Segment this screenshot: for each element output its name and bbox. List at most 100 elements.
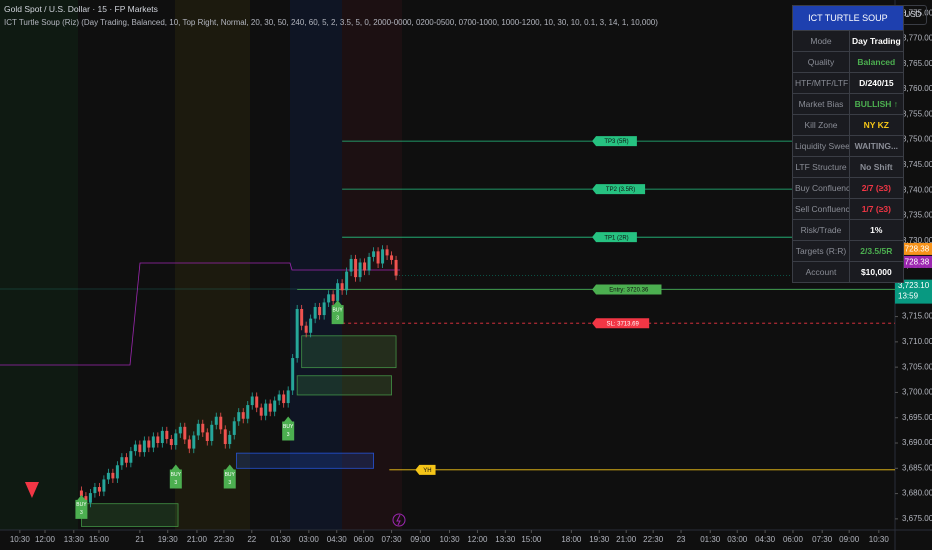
candle-body xyxy=(345,271,349,291)
candle-body xyxy=(246,405,250,419)
x-tick-label: 21:00 xyxy=(616,535,637,544)
candle-body xyxy=(327,294,331,303)
buy-signal xyxy=(331,300,344,325)
last-price-tag xyxy=(895,279,932,304)
candle-body xyxy=(268,403,272,412)
session-shade xyxy=(290,0,342,530)
symbol-title: Gold Spot / U.S. Dollar · 15 · FP Market… xyxy=(4,4,158,14)
table-row: Targets (R:R) 2/3.5/5R xyxy=(792,240,904,262)
candle-body xyxy=(147,440,151,448)
candle-body xyxy=(160,430,164,444)
buy-signal-label: BUY xyxy=(225,472,236,478)
level-label: TP1 (2R) xyxy=(604,235,628,241)
x-tick-label: 21 xyxy=(135,535,144,544)
candle-body xyxy=(201,423,205,433)
zone xyxy=(301,335,397,369)
x-tick-label: 06:00 xyxy=(354,535,375,544)
buy-signal-count: 3 xyxy=(287,432,290,438)
x-tick-label: 15:00 xyxy=(89,535,110,544)
y-tick-label: 3,740.00 xyxy=(902,185,932,194)
table-key: Risk/Trade xyxy=(792,219,850,241)
table-key: Market Bias xyxy=(792,93,850,115)
table-value: Balanced xyxy=(849,51,904,73)
x-tick-label: 18:00 xyxy=(561,535,582,544)
session-shade xyxy=(0,0,78,530)
x-tick-label: 10:30 xyxy=(869,535,890,544)
table-key: Buy Confluence xyxy=(792,177,850,199)
candle-body xyxy=(210,424,214,441)
candle-body xyxy=(277,394,281,401)
candle-body xyxy=(84,496,88,503)
price-tag xyxy=(895,242,932,255)
table-row: Market Bias BULLISH ↑ xyxy=(792,93,904,115)
y-tick-label: 3,735.00 xyxy=(902,211,932,220)
y-tick-label: 3,755.00 xyxy=(902,109,932,118)
table-value: No Shift xyxy=(849,156,904,178)
x-tick-label: 13:30 xyxy=(64,535,85,544)
level-tag xyxy=(592,136,637,147)
candle-body xyxy=(165,430,169,439)
candle-body xyxy=(300,308,304,326)
table-row: Quality Balanced xyxy=(792,51,904,73)
candle-body xyxy=(151,436,155,448)
y-tick-label: 3,760.00 xyxy=(902,84,932,93)
table-key: Targets (R:R) xyxy=(792,240,850,262)
zone xyxy=(296,375,392,396)
y-tick-label: 3,770.00 xyxy=(902,34,932,43)
x-tick-label: 03:00 xyxy=(727,535,748,544)
level-tag xyxy=(592,318,650,329)
candle-body xyxy=(97,487,101,492)
table-key: LTF Structure xyxy=(792,156,850,178)
candle-body xyxy=(264,403,268,416)
table-value: 1/7 (≥3) xyxy=(849,198,904,220)
session-shade xyxy=(175,0,250,530)
level-tag xyxy=(592,184,646,195)
candle-body xyxy=(390,255,394,260)
y-tick-label: 3,775.00 xyxy=(902,8,932,17)
candle-body xyxy=(223,429,227,445)
table-key: Kill Zone xyxy=(792,114,850,136)
table-row: Kill Zone NY KZ xyxy=(792,114,904,136)
candle-body xyxy=(219,416,223,430)
buy-signal-label: BUY xyxy=(332,307,343,313)
candle-body xyxy=(385,249,389,256)
candle-body xyxy=(250,396,254,406)
candle-body xyxy=(192,435,196,449)
candle-body xyxy=(363,262,367,271)
table-value: 1% xyxy=(849,219,904,241)
buy-signal-label: BUY xyxy=(76,502,87,508)
x-tick-label: 07:30 xyxy=(382,535,403,544)
buy-signal-label: BUY xyxy=(283,424,294,430)
candle-body xyxy=(336,283,340,301)
candle-body xyxy=(259,407,263,416)
buy-signal-count: 3 xyxy=(174,480,177,486)
candle-body xyxy=(273,400,277,412)
table-row: HTF/MTF/LTF D/240/15 xyxy=(792,72,904,94)
candle-body xyxy=(129,451,133,463)
candle-body xyxy=(376,251,380,264)
event-icon[interactable] xyxy=(392,513,406,527)
table-row: Liquidity Sweep WAITING... xyxy=(792,135,904,157)
candle-body xyxy=(106,472,110,480)
x-tick-label: 22:30 xyxy=(214,535,235,544)
y-tick-label: 3,700.00 xyxy=(902,388,932,397)
candle-body xyxy=(187,439,191,449)
candle-body xyxy=(93,487,97,494)
x-tick-label: 15:00 xyxy=(521,535,542,544)
candle-body xyxy=(282,394,286,404)
y-tick-label: 3,710.00 xyxy=(902,337,932,346)
candle-body xyxy=(318,306,322,316)
x-tick-label: 09:00 xyxy=(410,535,431,544)
level-label: TP2 (3.5R) xyxy=(606,187,635,193)
x-tick-label: 12:00 xyxy=(35,535,56,544)
table-value: D/240/15 xyxy=(849,72,904,94)
level-label: YH xyxy=(423,468,431,474)
table-value: 2/3.5/5R xyxy=(849,240,904,262)
y-tick-label: 3,680.00 xyxy=(902,489,932,498)
table-row: Sell Confluence 1/7 (≥3) xyxy=(792,198,904,220)
x-tick-label: 04:30 xyxy=(327,535,348,544)
x-tick-label: 13:30 xyxy=(495,535,516,544)
candle-body xyxy=(295,308,299,359)
level-label: Entry: 3720.36 xyxy=(609,288,649,294)
candle-body xyxy=(291,358,295,391)
